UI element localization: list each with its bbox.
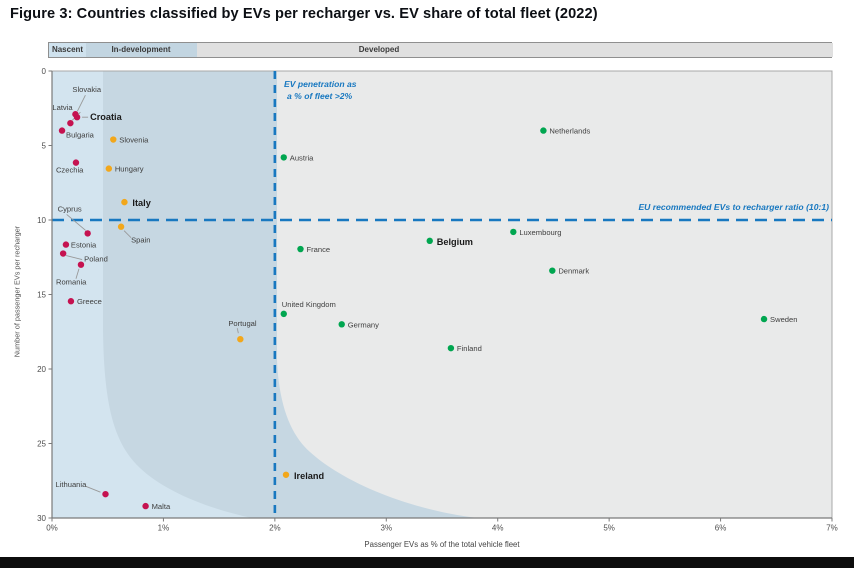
x-tick-label: 2% xyxy=(269,524,281,533)
country-label-italy: Italy xyxy=(132,198,151,208)
figure-title: Figure 3: Countries classified by EVs pe… xyxy=(10,6,598,22)
data-point-germany xyxy=(338,321,345,328)
data-point-belgium xyxy=(426,237,433,245)
data-point-hungary xyxy=(105,165,113,172)
country-label-poland: Poland xyxy=(84,255,108,264)
country-label-bulgaria: Bulgaria xyxy=(66,131,95,140)
data-point-malta xyxy=(142,502,149,510)
country-label-luxembourg: Luxembourg xyxy=(519,228,561,237)
x-tick-label: 5% xyxy=(603,524,615,533)
country-label-france: France xyxy=(306,245,330,254)
band-segment-in-development xyxy=(86,43,197,57)
band-label-in-development: In-development xyxy=(111,45,171,54)
country-label-romania: Romania xyxy=(56,278,87,287)
x-tick-label: 4% xyxy=(492,524,504,533)
data-point-luxembourg xyxy=(510,228,517,236)
data-point-sweden xyxy=(760,315,768,323)
horizontal-line-annotation: EU recommended EVs to recharger ratio (1… xyxy=(638,202,829,212)
data-point-austria xyxy=(280,154,287,161)
y-tick-label: 10 xyxy=(37,216,46,225)
country-label-latvia: Latvia xyxy=(52,103,73,112)
country-label-malta: Malta xyxy=(152,502,171,511)
country-label-lithuania: Lithuania xyxy=(55,480,87,489)
data-point-united-kingdom xyxy=(280,310,287,318)
leader-line-lithuania xyxy=(85,485,101,493)
band-segment-nascent xyxy=(49,43,86,57)
x-tick-label: 7% xyxy=(826,524,838,533)
band-label-nascent: Nascent xyxy=(51,45,84,54)
maturity-band: Nascent In-development Developed xyxy=(48,42,833,58)
x-tick-label: 6% xyxy=(715,524,727,533)
data-point-cyprus xyxy=(84,230,91,237)
data-point-france xyxy=(297,245,304,253)
country-label-greece: Greece xyxy=(77,297,102,306)
data-point-netherlands xyxy=(540,127,547,134)
y-tick-label: 30 xyxy=(37,514,46,523)
in-development-region xyxy=(52,71,478,518)
country-label-belgium: Belgium xyxy=(437,237,473,247)
x-tick-label: 1% xyxy=(158,524,170,533)
data-point-italy xyxy=(121,198,128,206)
country-label-cyprus: Cyprus xyxy=(58,204,82,213)
country-label-denmark: Denmark xyxy=(558,267,589,276)
x-tick-label: 0% xyxy=(46,524,58,533)
data-point-romania xyxy=(77,261,85,268)
data-point-lithuania xyxy=(102,490,109,498)
band-label-developed: Developed xyxy=(358,45,400,54)
leader-line-romania xyxy=(75,268,80,279)
leader-line-portugal xyxy=(236,328,239,334)
country-label-germany: Germany xyxy=(348,320,379,329)
country-label-croatia: Croatia xyxy=(90,112,123,122)
data-point-denmark xyxy=(549,267,556,274)
footer-bar xyxy=(0,557,854,568)
country-label-spain: Spain xyxy=(131,236,150,245)
vertical-line-annotation-line2: a % of fleet >2% xyxy=(287,91,353,101)
data-point-slovenia xyxy=(110,136,117,143)
data-point-portugal xyxy=(237,336,244,343)
data-point-bulgaria xyxy=(58,127,66,134)
data-point-spain xyxy=(117,223,125,230)
leader-line-slovakia xyxy=(76,95,86,112)
country-label-finland: Finland xyxy=(457,344,482,353)
y-tick-label: 15 xyxy=(37,290,46,299)
country-label-slovenia: Slovenia xyxy=(119,136,149,145)
y-tick-label: 25 xyxy=(37,439,46,448)
data-point-poland xyxy=(59,250,67,257)
country-label-sweden: Sweden xyxy=(770,315,797,324)
data-point-greece xyxy=(67,298,75,305)
data-point-latvia xyxy=(67,119,74,127)
country-label-czechia: Czechia xyxy=(56,166,84,175)
data-point-ireland xyxy=(282,471,290,478)
x-axis-title: Passenger EVs as % of the total vehicle … xyxy=(364,540,520,549)
y-axis-title: Number of passenger EVs per recharger xyxy=(12,225,22,358)
vertical-line-annotation-line1: EV penetration as xyxy=(284,79,357,89)
leader-line-spain xyxy=(123,230,132,239)
y-tick-label: 0 xyxy=(42,67,47,76)
country-label-slovakia: Slovakia xyxy=(72,85,101,94)
country-label-ireland: Ireland xyxy=(294,471,324,481)
country-label-united-kingdom: United Kingdom xyxy=(282,300,336,309)
country-label-hungary: Hungary xyxy=(115,165,144,174)
country-label-austria: Austria xyxy=(290,153,314,162)
country-label-portugal: Portugal xyxy=(228,319,257,328)
y-tick-label: 5 xyxy=(42,141,47,150)
x-tick-label: 3% xyxy=(381,524,393,533)
data-point-czechia xyxy=(72,159,80,166)
data-point-estonia xyxy=(62,241,70,248)
nascent-region xyxy=(52,71,252,518)
leader-line-cyprus xyxy=(66,214,86,231)
data-point-croatia xyxy=(73,113,81,121)
band-segment-developed xyxy=(197,43,833,57)
leader-line-poland xyxy=(66,255,83,260)
data-point-finland xyxy=(447,344,455,352)
country-label-estonia: Estonia xyxy=(71,241,97,250)
y-tick-label: 20 xyxy=(37,365,46,374)
country-label-netherlands: Netherlands xyxy=(549,127,590,136)
